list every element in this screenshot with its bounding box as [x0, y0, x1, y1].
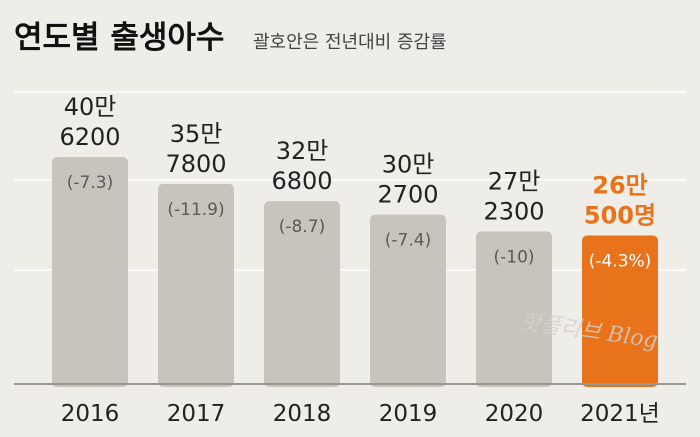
value-label-bottom: 2700 [377, 181, 438, 209]
x-axis: 2016 2017 2018 2019 2020 2021년 [14, 383, 686, 427]
bars [52, 157, 658, 387]
value-label-bottom: 6800 [271, 167, 332, 195]
bar [264, 201, 340, 387]
x-tick-label: 2018 [273, 401, 332, 427]
x-tick-label: 2016 [61, 401, 120, 427]
value-label-bottom: 7800 [165, 150, 226, 178]
change-label: (-10) [493, 247, 534, 267]
change-label: (-7.3) [67, 173, 113, 193]
chart-subtitle: 괄호안은 전년대비 증감률 [253, 32, 447, 53]
change-label: (-4.3%) [589, 252, 652, 272]
x-tick-label: 2017 [167, 401, 226, 427]
value-label-top: 40만 [64, 93, 117, 121]
value-label-top: 32만 [276, 137, 329, 165]
change-label: (-8.7) [279, 217, 325, 237]
bar-highlight [582, 235, 658, 387]
value-label-bottom: 6200 [59, 123, 120, 151]
value-label-bottom: 2300 [483, 197, 544, 225]
x-tick-label: 2021년 [580, 401, 660, 427]
change-label: (-7.4) [385, 231, 431, 251]
change-label: (-11.9) [167, 200, 224, 220]
bar [370, 214, 446, 387]
value-label-top: 27만 [488, 167, 541, 195]
chart-title: 연도별 출생아수 [14, 20, 224, 56]
value-label-top: 26만 [592, 172, 647, 200]
value-label-bottom: 500명 [584, 202, 656, 230]
bar [158, 183, 234, 387]
value-label-top: 35만 [170, 120, 223, 148]
bar [476, 231, 552, 387]
x-tick-label: 2019 [379, 401, 438, 427]
x-tick-label: 2020 [485, 401, 544, 427]
value-label-top: 30만 [382, 151, 435, 179]
bar [52, 157, 128, 387]
